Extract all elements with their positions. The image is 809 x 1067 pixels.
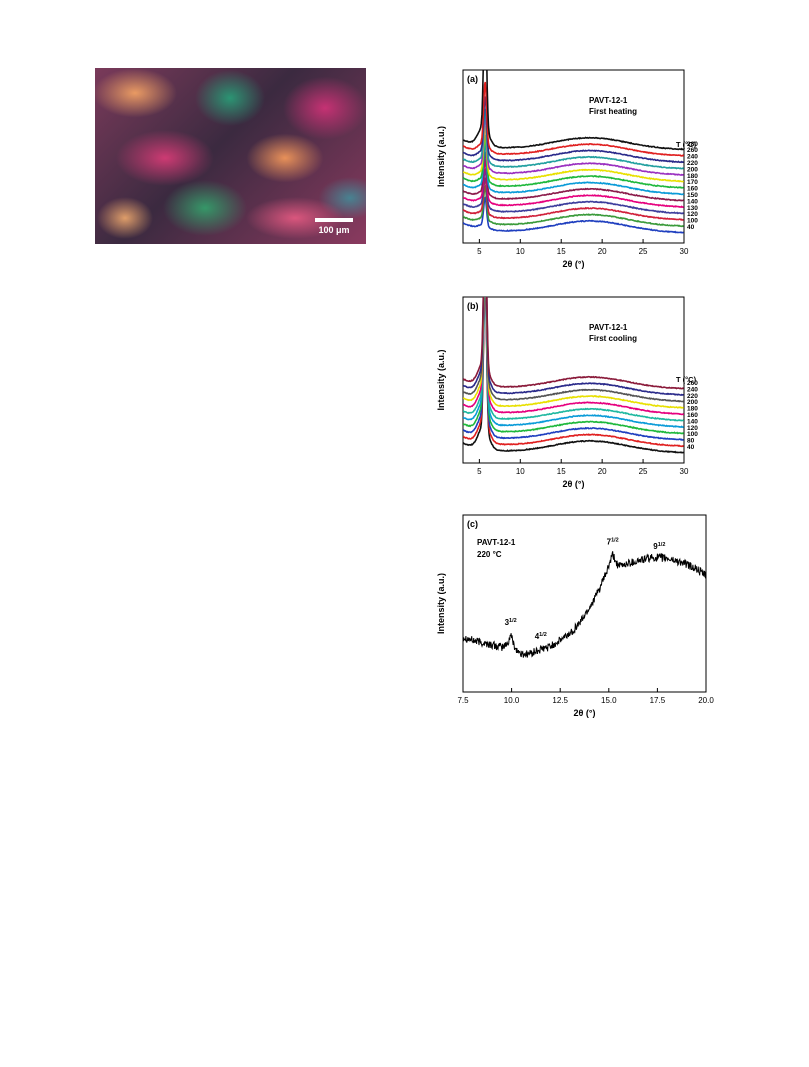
series-line-220 xyxy=(463,297,684,403)
scale-bar xyxy=(315,218,353,222)
panel-label: (a) xyxy=(467,74,478,84)
legend-label-100: 100 xyxy=(687,431,698,438)
plot-frame xyxy=(462,514,707,693)
panel-label: (c) xyxy=(467,519,478,529)
legend-label-140: 140 xyxy=(687,418,698,425)
condition-label: First cooling xyxy=(589,334,637,343)
series-line-120 xyxy=(463,177,684,221)
peak-annotation-4: 41/2 xyxy=(535,632,547,641)
legend-label-260: 260 xyxy=(687,147,698,154)
x-tick-label: 5 xyxy=(477,247,482,256)
x-tick-label: 7.5 xyxy=(457,696,469,705)
x-tick-label: 20.0 xyxy=(698,696,714,705)
y-axis-label: Intensity (a.u.) xyxy=(436,573,446,634)
series-line-140 xyxy=(463,157,684,208)
series-line-200 xyxy=(463,297,684,409)
x-axis-label: 2θ (°) xyxy=(563,479,585,489)
x-axis-label: 2θ (°) xyxy=(574,708,596,718)
series-line-220 xyxy=(463,108,684,170)
x-tick-label: 25 xyxy=(639,247,648,256)
x-tick-label: 15 xyxy=(557,467,566,476)
series-line-120 xyxy=(463,297,684,435)
x-tick-label: 12.5 xyxy=(552,696,568,705)
legend-label-240: 240 xyxy=(687,386,698,393)
x-tick-label: 25 xyxy=(639,467,648,476)
condition-label: 220 °C xyxy=(477,550,502,559)
series-line-40 xyxy=(463,297,684,454)
y-axis-label: Intensity (a.u.) xyxy=(436,349,446,410)
legend-label-220: 220 xyxy=(687,393,698,400)
sample-label: PAVT-12-1 xyxy=(589,323,628,332)
legend-label-240: 240 xyxy=(687,154,698,161)
series-line-220C xyxy=(462,551,707,658)
series-line-160 xyxy=(463,297,684,422)
x-tick-label: 10 xyxy=(516,247,525,256)
chart-panel-a: 4010012013014015016017018020022024026028… xyxy=(436,69,698,269)
legend-label-200: 200 xyxy=(687,399,698,406)
plot-frame xyxy=(462,296,685,464)
legend-label-140: 140 xyxy=(687,198,698,205)
legend-label-100: 100 xyxy=(687,218,698,225)
legend-label-150: 150 xyxy=(687,192,698,199)
series-line-180 xyxy=(463,125,684,183)
sample-label: PAVT-12-1 xyxy=(477,538,516,547)
x-tick-label: 10.0 xyxy=(504,696,520,705)
legend-label-130: 130 xyxy=(687,205,698,212)
x-tick-label: 5 xyxy=(477,467,482,476)
x-tick-label: 30 xyxy=(680,247,689,256)
x-tick-label: 30 xyxy=(680,467,689,476)
y-axis-label: Intensity (a.u.) xyxy=(436,126,446,187)
series-line-160 xyxy=(463,141,684,196)
legend-label-200: 200 xyxy=(687,166,698,173)
legend-label-180: 180 xyxy=(687,406,698,413)
series-line-200 xyxy=(463,116,684,176)
panel-label: (b) xyxy=(467,301,479,311)
sample-label: PAVT-12-1 xyxy=(589,96,628,105)
series-line-260 xyxy=(463,81,684,157)
x-tick-label: 10 xyxy=(516,467,525,476)
x-tick-label: 15.0 xyxy=(601,696,617,705)
chart-panel-c: 7.5 10.0 12.5 15.0 17.5 20.0 31/2 41/2 71/2 91/2 (… xyxy=(436,514,714,718)
polarized-optical-micrograph xyxy=(95,68,366,244)
x-tick-label: 20 xyxy=(598,467,607,476)
legend-label-180: 180 xyxy=(687,173,698,180)
peak-annotation-7: 71/2 xyxy=(607,537,619,546)
series-line-150 xyxy=(463,151,684,202)
condition-label: First heating xyxy=(589,107,637,116)
x-tick-label: 15 xyxy=(557,247,566,256)
legend-label-80: 80 xyxy=(687,438,695,445)
series-line-40 xyxy=(463,196,684,234)
series-line-80 xyxy=(463,297,684,448)
legend-title: T (°C) xyxy=(676,140,697,149)
series-line-240 xyxy=(463,297,684,396)
legend-label-160: 160 xyxy=(687,186,698,193)
legend-label-160: 160 xyxy=(687,412,698,419)
legend-label-40: 40 xyxy=(687,444,695,451)
peak-annotation-9: 91/2 xyxy=(653,542,665,551)
scale-bar-label: 100 μm xyxy=(318,225,350,235)
series-line-170 xyxy=(463,134,684,189)
plot-frame xyxy=(462,69,685,244)
legend-label-40: 40 xyxy=(687,224,695,231)
legend-label-170: 170 xyxy=(687,179,698,186)
series-line-280 xyxy=(463,70,684,151)
legend-title: T (°C) xyxy=(676,375,697,384)
legend-label-120: 120 xyxy=(687,425,698,432)
legend-label-220: 220 xyxy=(687,160,698,167)
x-tick-label: 20 xyxy=(598,247,607,256)
legend-label-120: 120 xyxy=(687,211,698,218)
legend-label-280: 280 xyxy=(687,141,698,148)
series-line-260 xyxy=(463,297,684,390)
peak-annotation-3: 31/2 xyxy=(505,618,517,627)
series-line-240 xyxy=(463,96,684,164)
series-line-130 xyxy=(463,167,684,215)
x-tick-label: 17.5 xyxy=(650,696,666,705)
x-axis-label: 2θ (°) xyxy=(563,259,585,269)
series-line-100 xyxy=(463,297,684,441)
series-line-140 xyxy=(463,297,684,428)
series-line-180 xyxy=(463,297,684,416)
legend-label-260: 260 xyxy=(687,380,698,387)
series-line-100 xyxy=(463,183,684,228)
